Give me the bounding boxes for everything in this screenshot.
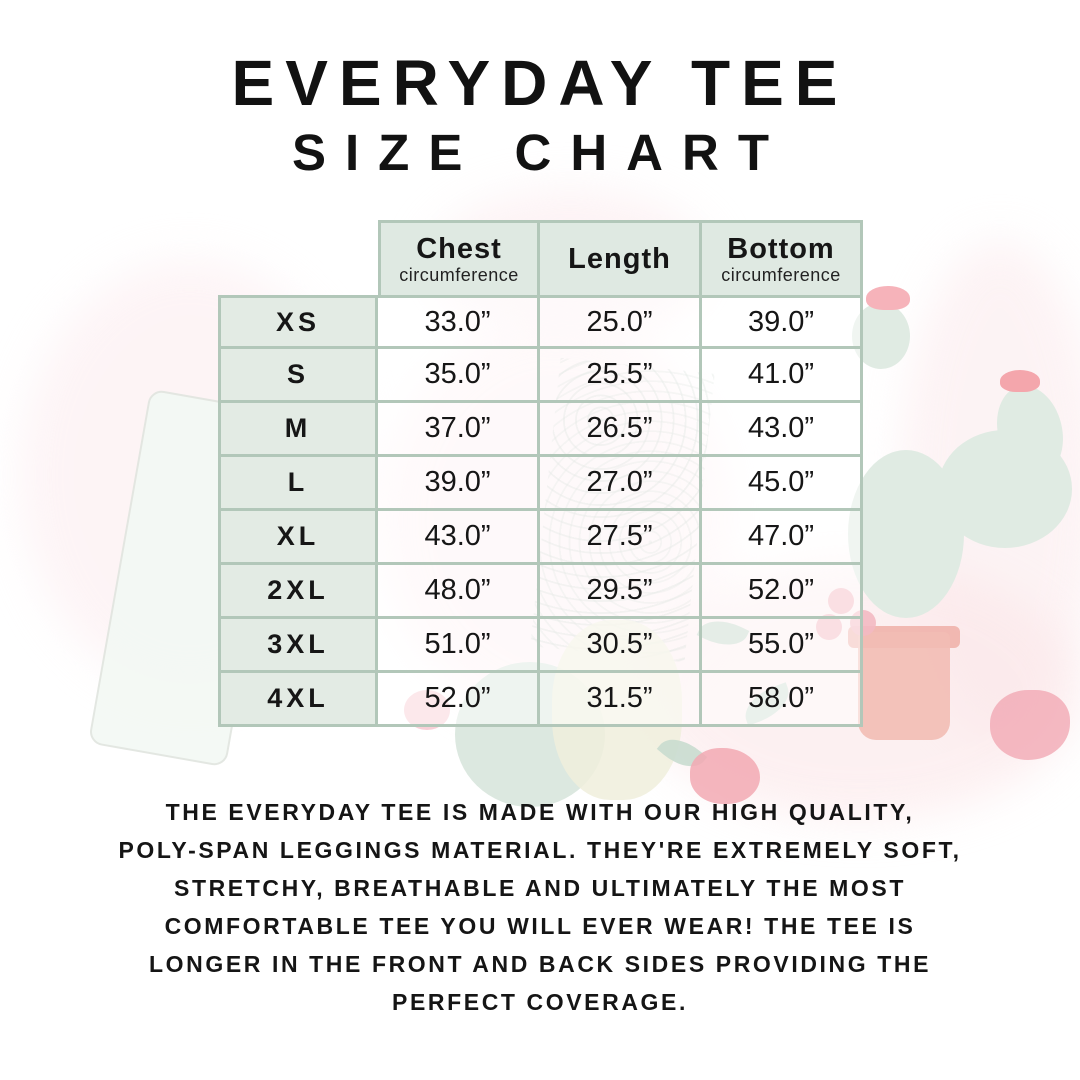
table-body: XS 33.0” 25.0” 39.0” S 35.0” 25.5” 41.0”… bbox=[218, 295, 863, 727]
length-cell: 25.5” bbox=[540, 349, 702, 403]
chest-cell: 33.0” bbox=[378, 295, 540, 349]
description-line: POLY-SPAN LEGGINGS MATERIAL. THEY'RE EXT… bbox=[118, 837, 962, 863]
size-cell: S bbox=[218, 349, 378, 403]
column-header-label: Length bbox=[568, 243, 671, 275]
table-header-row: Chest circumference Length Bottom circum… bbox=[378, 220, 863, 295]
bottom-cell: 47.0” bbox=[702, 511, 863, 565]
description-line: PERFECT COVERAGE. bbox=[392, 989, 688, 1015]
length-cell: 26.5” bbox=[540, 403, 702, 457]
size-cell: M bbox=[218, 403, 378, 457]
chest-cell: 48.0” bbox=[378, 565, 540, 619]
length-cell: 27.5” bbox=[540, 511, 702, 565]
size-cell: L bbox=[218, 457, 378, 511]
size-table: Chest circumference Length Bottom circum… bbox=[218, 220, 863, 727]
length-cell: 31.5” bbox=[540, 673, 702, 727]
bottom-cell: 58.0” bbox=[702, 673, 863, 727]
page-title: EVERYDAY TEE bbox=[231, 47, 849, 119]
pink-flower bbox=[690, 748, 760, 804]
length-cell: 25.0” bbox=[540, 295, 702, 349]
size-cell: XL bbox=[218, 511, 378, 565]
bottom-cell: 55.0” bbox=[702, 619, 863, 673]
size-cell: 2XL bbox=[218, 565, 378, 619]
length-cell: 27.0” bbox=[540, 457, 702, 511]
chest-cell: 43.0” bbox=[378, 511, 540, 565]
title-block: EVERYDAY TEE SIZE CHART bbox=[0, 46, 1080, 182]
pink-flower bbox=[990, 690, 1070, 760]
description-line: LONGER IN THE FRONT AND BACK SIDES PROVI… bbox=[148, 951, 932, 977]
bottom-cell: 52.0” bbox=[702, 565, 863, 619]
length-cell: 29.5” bbox=[540, 565, 702, 619]
bottom-cell: 43.0” bbox=[702, 403, 863, 457]
chest-cell: 39.0” bbox=[378, 457, 540, 511]
cactus-flower bbox=[1000, 370, 1040, 392]
description-line: STRETCHY, BREATHABLE AND ULTIMATELY THE … bbox=[174, 875, 906, 901]
size-cell: XS bbox=[218, 295, 378, 349]
bottom-cell: 41.0” bbox=[702, 349, 863, 403]
bottom-cell: 39.0” bbox=[702, 295, 863, 349]
length-cell: 30.5” bbox=[540, 619, 702, 673]
column-header-label: Bottom bbox=[727, 233, 835, 265]
cactus-flower bbox=[866, 286, 910, 310]
size-cell: 4XL bbox=[218, 673, 378, 727]
column-header-length: Length bbox=[540, 220, 702, 295]
bottom-cell: 45.0” bbox=[702, 457, 863, 511]
column-header-sublabel: circumference bbox=[721, 265, 841, 285]
column-header-sublabel: circumference bbox=[399, 265, 519, 285]
chest-cell: 37.0” bbox=[378, 403, 540, 457]
column-header-label: Chest bbox=[416, 233, 502, 265]
size-cell: 3XL bbox=[218, 619, 378, 673]
cactus-pot bbox=[858, 632, 950, 740]
cactus-pad bbox=[848, 450, 964, 618]
chest-cell: 51.0” bbox=[378, 619, 540, 673]
column-header-chest: Chest circumference bbox=[378, 220, 540, 295]
column-header-bottom: Bottom circumference bbox=[702, 220, 863, 295]
description-line: COMFORTABLE TEE YOU WILL EVER WEAR! THE … bbox=[164, 913, 916, 939]
product-description: THE EVERYDAY TEE IS MADE WITH OUR HIGH Q… bbox=[60, 793, 1020, 1021]
page-subtitle: SIZE CHART bbox=[292, 124, 788, 181]
chest-cell: 35.0” bbox=[378, 349, 540, 403]
description-line: THE EVERYDAY TEE IS MADE WITH OUR HIGH Q… bbox=[165, 799, 915, 825]
chest-cell: 52.0” bbox=[378, 673, 540, 727]
